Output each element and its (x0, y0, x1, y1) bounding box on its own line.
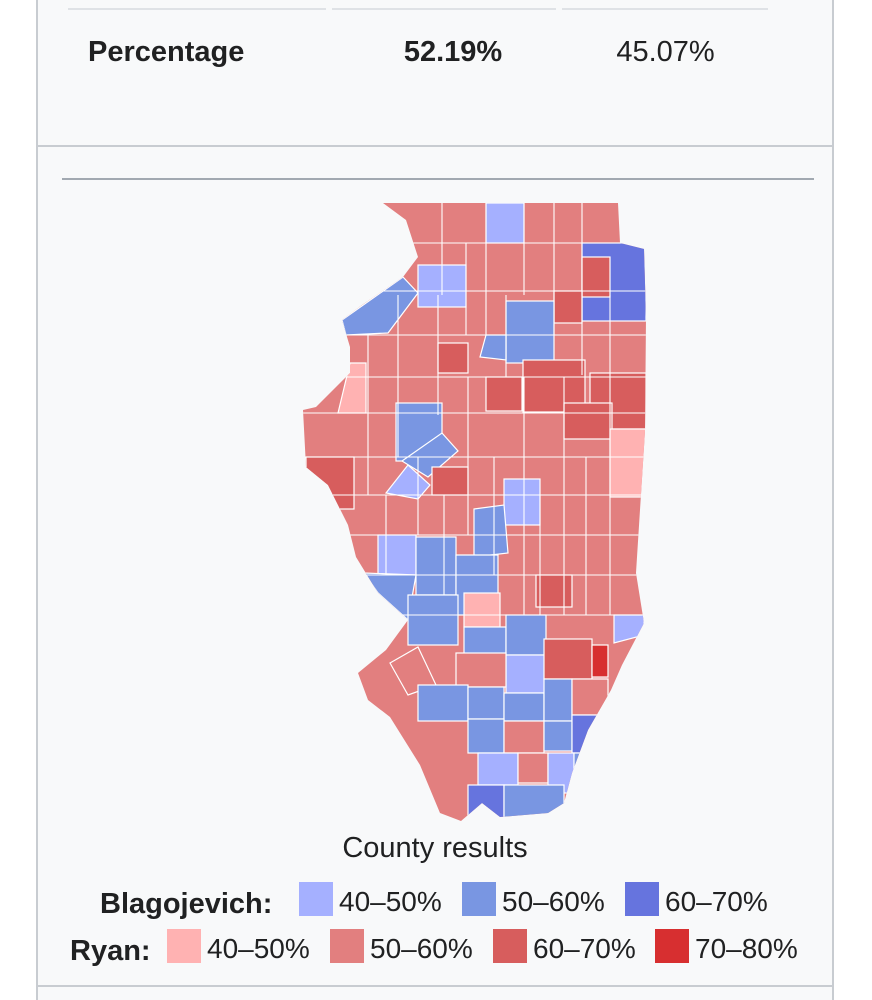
county-region (613, 614, 645, 644)
county-region (543, 720, 573, 752)
cell-border (68, 8, 326, 10)
cell-border (562, 8, 768, 10)
legend-row-blagojevich: Blagojevich: 40–50% 50–60% 60–70% (38, 882, 832, 922)
legend-swatch (493, 929, 527, 963)
county-region (503, 720, 545, 754)
county-region (467, 718, 505, 754)
county-region (485, 203, 525, 244)
county-region (400, 432, 459, 478)
county-region (503, 478, 541, 526)
county-region (477, 752, 519, 786)
county-results-map[interactable] (268, 195, 688, 835)
county-region (467, 784, 505, 821)
cell-border (332, 8, 556, 10)
legend-range-label: 60–70% (665, 886, 768, 917)
legend-swatch (655, 929, 689, 963)
county-region (581, 256, 611, 298)
legend-range-label: 60–70% (533, 933, 636, 964)
legend-swatch (330, 929, 364, 963)
county-region (609, 428, 646, 498)
county-region (417, 684, 469, 722)
legend-swatch (462, 882, 496, 916)
county-region (543, 638, 593, 680)
county-region (517, 752, 549, 784)
county-region (463, 592, 501, 628)
county-region (503, 784, 565, 821)
percentage-row-label: Percentage (88, 36, 245, 68)
legend-candidate-name: Blagojevich: (100, 888, 273, 920)
county-region (463, 626, 507, 658)
county-region (543, 678, 573, 722)
county-region (505, 614, 547, 656)
legend-range-label: 40–50% (207, 933, 310, 964)
election-infobox: Percentage 52.19% 45.07% (36, 0, 834, 1000)
winner-percentage: 52.19% (403, 36, 503, 68)
legend-range-label: 40–50% (339, 886, 442, 917)
county-region (473, 504, 509, 558)
map-caption: County results (342, 832, 528, 864)
legend-range-label: 50–60% (502, 886, 605, 917)
section-divider (38, 145, 832, 147)
county-region (573, 752, 611, 794)
county-region (455, 652, 507, 688)
county-region (384, 464, 431, 500)
county-region (505, 300, 555, 364)
illinois-map-svg (303, 203, 646, 821)
county-region (437, 342, 469, 374)
legend-swatch (167, 929, 201, 963)
county-region (407, 594, 459, 646)
county-region (505, 654, 547, 694)
legend-range-label: 50–60% (370, 933, 473, 964)
county-region (571, 714, 609, 754)
legend-candidate-name: Ryan: (70, 935, 151, 967)
section-divider-bottom (38, 985, 832, 987)
county-region (415, 536, 457, 596)
county-region (553, 290, 583, 324)
county-region (503, 692, 545, 722)
legend-row-ryan: Ryan: 40–50% 50–60% 60–70% 70–80% (38, 929, 832, 969)
county-region (485, 376, 523, 412)
county-region (535, 574, 573, 608)
county-region (431, 466, 469, 496)
percentage-row: Percentage 52.19% 45.07% (38, 22, 832, 84)
county-region (591, 644, 609, 678)
legend-swatch (625, 882, 659, 916)
county-region (563, 402, 613, 440)
map-divider (62, 178, 814, 180)
county-region (571, 678, 609, 716)
legend-swatch (299, 882, 333, 916)
county-borders (303, 203, 646, 616)
county-region (305, 456, 355, 510)
table-top-borders (38, 0, 832, 12)
county-region (467, 686, 505, 720)
county-region (377, 534, 417, 576)
loser-percentage: 45.07% (616, 36, 715, 68)
legend-range-label: 70–80% (695, 933, 798, 964)
